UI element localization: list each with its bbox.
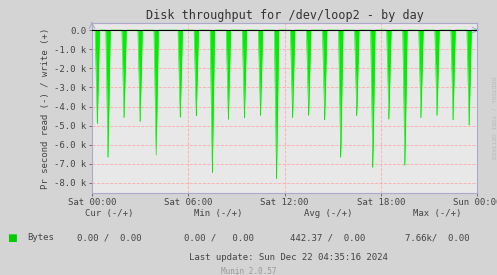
- Text: Last update: Sun Dec 22 04:35:16 2024: Last update: Sun Dec 22 04:35:16 2024: [189, 253, 388, 262]
- Text: RRDTOOL / TOBI OETIKER: RRDTOOL / TOBI OETIKER: [491, 77, 496, 160]
- Text: 442.37 /  0.00: 442.37 / 0.00: [290, 233, 366, 242]
- Text: Cur (-/+): Cur (-/+): [85, 209, 134, 218]
- Text: 0.00 /   0.00: 0.00 / 0.00: [184, 233, 253, 242]
- Text: 0.00 /  0.00: 0.00 / 0.00: [77, 233, 142, 242]
- Y-axis label: Pr second read (-) / write (+): Pr second read (-) / write (+): [41, 27, 50, 189]
- Text: Munin 2.0.57: Munin 2.0.57: [221, 267, 276, 275]
- Text: Avg (-/+): Avg (-/+): [304, 209, 352, 218]
- Title: Disk throughput for /dev/loop2 - by day: Disk throughput for /dev/loop2 - by day: [146, 9, 423, 22]
- Text: Max (-/+): Max (-/+): [413, 209, 462, 218]
- Text: ■: ■: [7, 233, 17, 243]
- Text: 7.66k/  0.00: 7.66k/ 0.00: [405, 233, 470, 242]
- Text: Bytes: Bytes: [27, 233, 54, 242]
- Text: Min (-/+): Min (-/+): [194, 209, 243, 218]
